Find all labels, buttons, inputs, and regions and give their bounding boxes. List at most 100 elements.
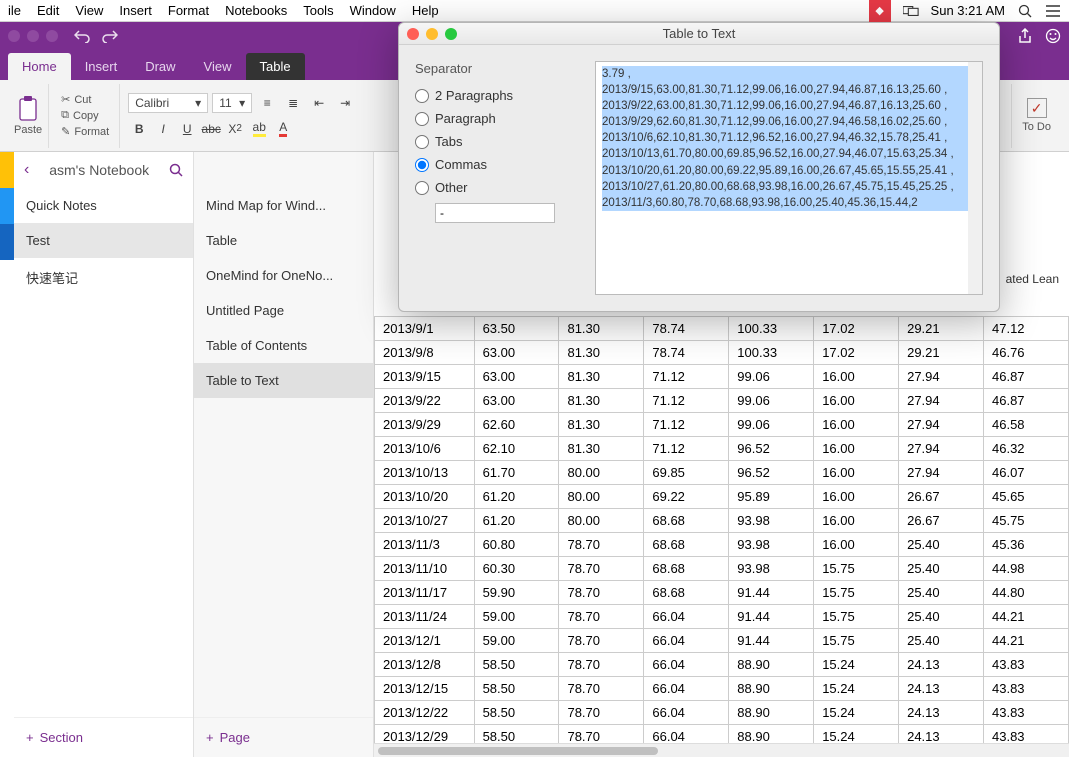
dialog-window-controls[interactable] (407, 28, 457, 40)
table-cell[interactable]: 2013/9/22 (375, 389, 475, 413)
menu-insert[interactable]: Insert (119, 3, 152, 18)
separator-option[interactable]: Other (415, 180, 575, 195)
separator-option[interactable]: Tabs (415, 134, 575, 149)
format-painter-button[interactable]: ✎Format (61, 125, 109, 138)
table-cell[interactable]: 68.68 (644, 557, 729, 581)
table-cell[interactable]: 100.33 (729, 341, 814, 365)
table-cell[interactable]: 63.00 (474, 341, 559, 365)
separator-option[interactable]: Paragraph (415, 111, 575, 126)
tab-home[interactable]: Home (8, 53, 71, 80)
table-cell[interactable]: 29.21 (899, 317, 984, 341)
spotlight-icon[interactable] (1017, 3, 1033, 19)
table-cell[interactable]: 69.22 (644, 485, 729, 509)
copy-button[interactable]: ⧉Copy (61, 109, 109, 122)
table-cell[interactable]: 71.12 (644, 413, 729, 437)
table-cell[interactable]: 78.70 (559, 557, 644, 581)
table-cell[interactable]: 2013/10/20 (375, 485, 475, 509)
table-cell[interactable]: 78.70 (559, 581, 644, 605)
table-cell[interactable]: 45.65 (984, 485, 1069, 509)
table-cell[interactable]: 26.67 (899, 485, 984, 509)
table-cell[interactable]: 81.30 (559, 437, 644, 461)
table-cell[interactable]: 68.68 (644, 509, 729, 533)
section-item[interactable]: Test (14, 223, 193, 258)
table-cell[interactable]: 16.00 (814, 413, 899, 437)
table-cell[interactable]: 96.52 (729, 437, 814, 461)
section-item[interactable]: 快速笔记 (14, 258, 193, 297)
menu-view[interactable]: View (75, 3, 103, 18)
separator-option[interactable]: Commas (415, 157, 575, 172)
menu-tools[interactable]: Tools (303, 3, 333, 18)
table-cell[interactable]: 78.70 (559, 677, 644, 701)
table-cell[interactable]: 2013/12/1 (375, 629, 475, 653)
data-table[interactable]: 2013/9/163.5081.3078.74100.3317.0229.214… (374, 316, 1069, 749)
table-cell[interactable]: 27.94 (899, 389, 984, 413)
table-cell[interactable]: 15.24 (814, 677, 899, 701)
table-cell[interactable]: 66.04 (644, 653, 729, 677)
tab-view[interactable]: View (190, 53, 246, 80)
table-cell[interactable]: 45.36 (984, 533, 1069, 557)
table-cell[interactable]: 2013/10/27 (375, 509, 475, 533)
italic-button[interactable]: I (152, 119, 174, 139)
table-cell[interactable]: 47.12 (984, 317, 1069, 341)
table-row[interactable]: 2013/11/360.8078.7068.6893.9816.0025.404… (375, 533, 1069, 557)
table-cell[interactable]: 66.04 (644, 701, 729, 725)
page-item[interactable]: Table of Contents (194, 328, 373, 363)
table-cell[interactable]: 27.94 (899, 365, 984, 389)
table-cell[interactable]: 61.20 (474, 509, 559, 533)
separator-option[interactable]: 2 Paragraphs (415, 88, 575, 103)
table-cell[interactable]: 93.98 (729, 533, 814, 557)
table-cell[interactable]: 25.40 (899, 581, 984, 605)
cut-button[interactable]: ✂Cut (61, 93, 109, 106)
table-cell[interactable]: 81.30 (559, 365, 644, 389)
table-cell[interactable]: 2013/9/8 (375, 341, 475, 365)
table-row[interactable]: 2013/11/1759.9078.7068.6891.4415.7525.40… (375, 581, 1069, 605)
table-cell[interactable]: 80.00 (559, 509, 644, 533)
subscript-button[interactable]: X2 (224, 119, 246, 139)
table-cell[interactable]: 93.98 (729, 509, 814, 533)
page-item[interactable]: Mind Map for Wind... (194, 188, 373, 223)
table-cell[interactable]: 16.00 (814, 365, 899, 389)
table-cell[interactable]: 62.60 (474, 413, 559, 437)
table-cell[interactable]: 46.87 (984, 365, 1069, 389)
table-cell[interactable]: 69.85 (644, 461, 729, 485)
bullets-icon[interactable]: ≡ (256, 93, 278, 113)
table-cell[interactable]: 91.44 (729, 605, 814, 629)
table-cell[interactable]: 24.13 (899, 677, 984, 701)
table-cell[interactable]: 15.75 (814, 629, 899, 653)
table-cell[interactable]: 62.10 (474, 437, 559, 461)
indent-icon[interactable]: ⇥ (334, 93, 356, 113)
table-cell[interactable]: 71.12 (644, 365, 729, 389)
table-cell[interactable]: 16.00 (814, 389, 899, 413)
table-cell[interactable]: 25.40 (899, 557, 984, 581)
table-cell[interactable]: 78.70 (559, 533, 644, 557)
section-color-tab[interactable] (0, 188, 14, 224)
table-cell[interactable]: 26.67 (899, 509, 984, 533)
table-cell[interactable]: 78.74 (644, 317, 729, 341)
page-item[interactable]: Table (194, 223, 373, 258)
table-row[interactable]: 2013/10/2761.2080.0068.6893.9816.0026.67… (375, 509, 1069, 533)
table-cell[interactable]: 88.90 (729, 653, 814, 677)
bold-button[interactable]: B (128, 119, 150, 139)
table-cell[interactable]: 58.50 (474, 653, 559, 677)
table-row[interactable]: 2013/12/858.5078.7066.0488.9015.2424.134… (375, 653, 1069, 677)
table-cell[interactable]: 81.30 (559, 317, 644, 341)
table-cell[interactable]: 15.75 (814, 581, 899, 605)
table-row[interactable]: 2013/10/662.1081.3071.1296.5216.0027.944… (375, 437, 1069, 461)
table-cell[interactable]: 100.33 (729, 317, 814, 341)
table-row[interactable]: 2013/12/1558.5078.7066.0488.9015.2424.13… (375, 677, 1069, 701)
section-item[interactable]: Quick Notes (14, 188, 193, 223)
table-cell[interactable]: 96.52 (729, 461, 814, 485)
smile-icon[interactable] (1045, 28, 1061, 44)
table-cell[interactable]: 29.21 (899, 341, 984, 365)
table-cell[interactable]: 46.07 (984, 461, 1069, 485)
window-controls[interactable] (8, 30, 58, 42)
table-cell[interactable]: 2013/12/15 (375, 677, 475, 701)
other-separator-input[interactable] (435, 203, 555, 223)
table-cell[interactable]: 25.40 (899, 533, 984, 557)
zoom-icon[interactable] (445, 28, 457, 40)
table-cell[interactable]: 78.74 (644, 341, 729, 365)
table-cell[interactable]: 16.00 (814, 509, 899, 533)
table-cell[interactable]: 2013/9/1 (375, 317, 475, 341)
table-cell[interactable]: 63.00 (474, 365, 559, 389)
table-cell[interactable]: 2013/10/6 (375, 437, 475, 461)
